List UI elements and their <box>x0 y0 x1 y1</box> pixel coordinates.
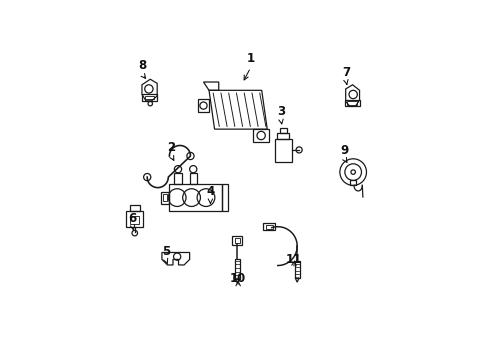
Bar <box>163 194 166 201</box>
Text: 9: 9 <box>340 144 348 157</box>
Bar <box>263 224 274 230</box>
Bar <box>144 96 154 99</box>
Bar <box>234 260 240 279</box>
Bar <box>130 216 138 224</box>
Text: 3: 3 <box>277 105 285 118</box>
Bar <box>277 133 289 139</box>
Text: 2: 2 <box>167 141 175 154</box>
Bar <box>221 184 227 211</box>
Bar <box>234 238 240 243</box>
Bar <box>294 261 299 278</box>
Bar <box>174 173 181 184</box>
Bar <box>346 102 356 105</box>
Bar <box>129 204 140 211</box>
Bar <box>168 184 221 211</box>
Bar <box>142 94 157 101</box>
Text: 11: 11 <box>285 253 301 266</box>
Bar <box>232 237 242 245</box>
Bar <box>189 173 197 184</box>
Text: 7: 7 <box>342 66 349 79</box>
Bar <box>350 180 355 185</box>
Text: 10: 10 <box>229 272 246 285</box>
Bar <box>280 128 286 133</box>
Bar <box>126 211 142 227</box>
Bar <box>274 139 291 162</box>
Bar <box>160 192 168 204</box>
Text: 4: 4 <box>206 185 214 198</box>
Bar <box>265 225 273 229</box>
Bar <box>344 100 359 107</box>
Text: 8: 8 <box>138 59 146 72</box>
Text: 5: 5 <box>162 245 170 258</box>
Text: 1: 1 <box>246 52 254 66</box>
Text: 6: 6 <box>128 212 137 225</box>
